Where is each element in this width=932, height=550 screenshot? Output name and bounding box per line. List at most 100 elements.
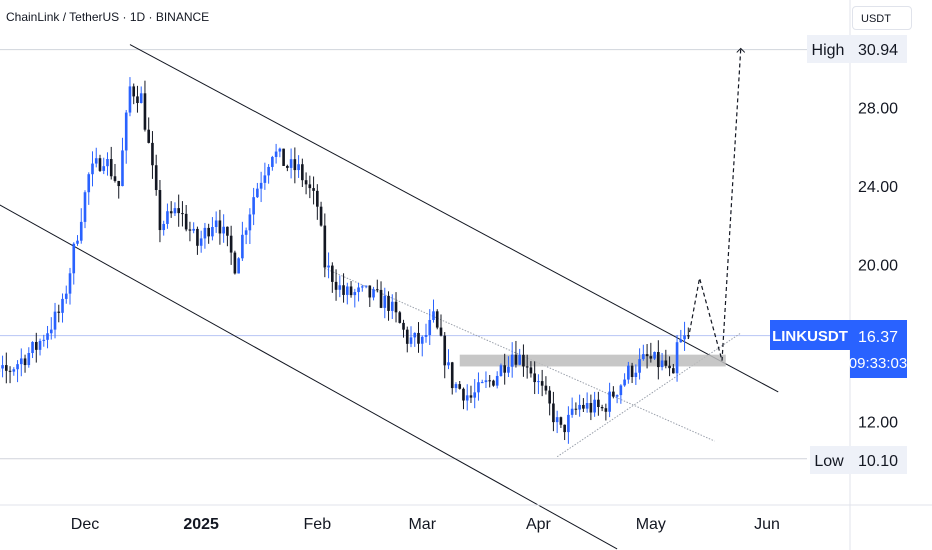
- candle: [57, 304, 61, 323]
- candle: [34, 332, 38, 363]
- candle: [495, 371, 499, 389]
- candle: [244, 227, 248, 245]
- candle: [672, 363, 675, 374]
- candle: [357, 282, 360, 302]
- candle: [473, 379, 477, 409]
- candle: [267, 164, 270, 184]
- candle: [529, 361, 533, 378]
- candle: [218, 209, 222, 245]
- candle: [323, 213, 327, 278]
- candle: [420, 335, 424, 357]
- candle: [128, 77, 132, 117]
- candle: [342, 273, 345, 303]
- horizontal-levels: [0, 49, 807, 460]
- candle: [184, 205, 188, 232]
- candle: [188, 221, 192, 242]
- candle: [353, 288, 357, 308]
- candle: [53, 302, 57, 339]
- candle: [98, 154, 102, 172]
- candle: [109, 146, 113, 180]
- candle: [76, 235, 79, 246]
- candle: [492, 379, 495, 387]
- high-label: High: [812, 42, 845, 59]
- candle: [23, 354, 27, 373]
- candle: [649, 342, 653, 363]
- time-tick-label: Apr: [526, 516, 552, 533]
- candle: [645, 344, 649, 369]
- candle: [248, 208, 252, 244]
- candle: [79, 208, 83, 244]
- candle: [12, 367, 16, 376]
- candle: [16, 360, 19, 383]
- candle: [585, 392, 589, 413]
- candle: [151, 131, 154, 179]
- candle: [42, 334, 46, 347]
- candle: [271, 155, 274, 171]
- candle: [477, 372, 480, 401]
- candle: [158, 180, 162, 243]
- candle: [510, 342, 514, 378]
- candle: [154, 154, 158, 196]
- candle: [181, 201, 184, 227]
- time-tick-label: Jun: [754, 516, 780, 533]
- candle: [653, 351, 656, 361]
- candle: [660, 352, 664, 371]
- candle: [214, 211, 218, 233]
- candle: [331, 262, 334, 293]
- candle: [207, 223, 210, 244]
- candle: [679, 329, 683, 343]
- currency-selector[interactable]: USDT: [852, 6, 912, 30]
- candle: [256, 182, 259, 199]
- candle: [259, 171, 263, 203]
- candle: [94, 147, 98, 168]
- candle: [263, 162, 267, 190]
- candle: [540, 369, 544, 397]
- low-marker: Low 10.10: [810, 446, 907, 474]
- candle: [439, 314, 443, 337]
- candle: [627, 361, 630, 384]
- candle: [173, 202, 177, 217]
- candle: [31, 341, 34, 359]
- candle: [593, 391, 596, 417]
- candle: [443, 332, 447, 379]
- last-price-value: 16.37: [858, 329, 898, 346]
- candle: [1, 355, 4, 378]
- candle: [349, 281, 353, 298]
- time-tick-label: May: [636, 516, 666, 533]
- candle: [143, 80, 147, 132]
- price-axis-ticks: 28.00 24.00 20.00 12.00: [858, 100, 898, 431]
- candle: [132, 83, 136, 105]
- candle: [286, 164, 289, 172]
- candle: [237, 257, 240, 274]
- candle: [289, 148, 293, 179]
- time-tick-label: 2025: [183, 516, 219, 533]
- candle: [450, 361, 454, 395]
- candle: [241, 221, 244, 261]
- candle: [503, 353, 507, 385]
- candle: [683, 321, 686, 351]
- candle: [252, 187, 255, 226]
- candle: [360, 284, 364, 292]
- candle: [282, 148, 285, 167]
- candle: [555, 410, 559, 434]
- candle: [121, 137, 124, 187]
- candle: [413, 332, 417, 347]
- candle: [139, 86, 143, 104]
- trendline-channel-lower: [0, 204, 618, 550]
- candle: [675, 335, 679, 382]
- candle: [604, 403, 608, 421]
- candle: [480, 379, 484, 384]
- candle: [623, 373, 626, 387]
- trendline-channel-upper: [129, 44, 779, 393]
- candle: [196, 226, 199, 255]
- candle: [278, 147, 282, 158]
- candle: [106, 152, 109, 176]
- candle: [424, 323, 428, 343]
- last-price-countdown: 09:33:03: [849, 355, 907, 372]
- candle: [597, 391, 600, 416]
- candle: [338, 275, 342, 298]
- candle: [4, 352, 8, 384]
- candle: [484, 371, 488, 389]
- candle: [301, 158, 304, 188]
